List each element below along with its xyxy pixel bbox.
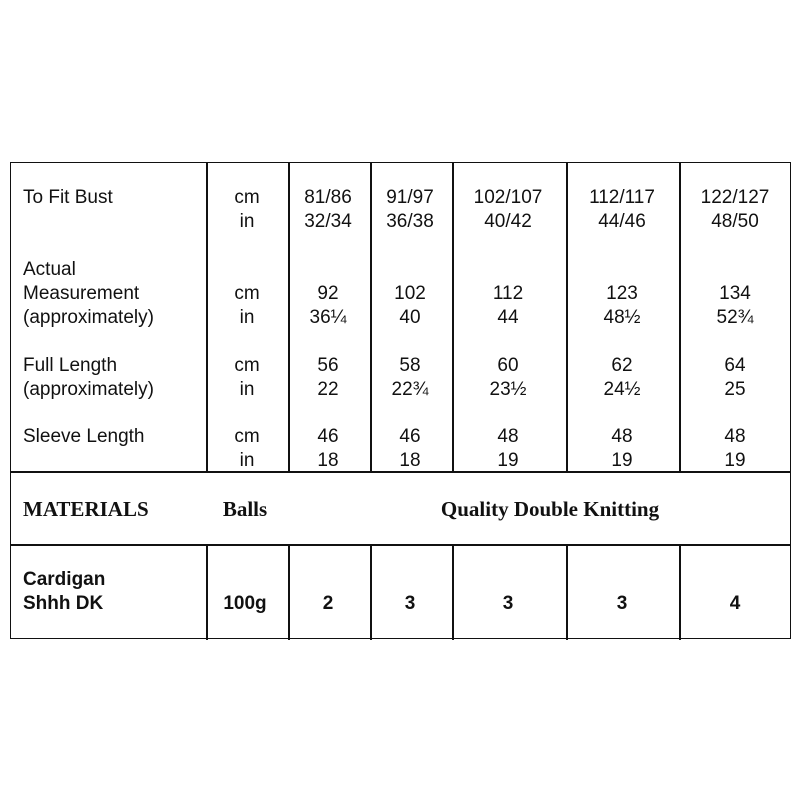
unit-in: in [239, 211, 255, 232]
cell-cm: 123 [606, 283, 638, 304]
cell-in: 24½ [603, 379, 641, 400]
cell-cm: 62 [611, 355, 633, 376]
divider [288, 162, 290, 472]
cell-cm: 81/86 [304, 187, 352, 208]
divider [679, 545, 681, 640]
cell-in: 36/38 [386, 211, 434, 232]
cell-cm: 48 [611, 426, 633, 447]
cell-cm: 58 [399, 355, 421, 376]
ball-count: 2 [322, 593, 334, 614]
divider [206, 545, 208, 640]
divider [206, 162, 208, 472]
cell-cm: 48 [724, 426, 746, 447]
row-label: (approximately) [23, 379, 154, 400]
unit-cm: cm [234, 187, 260, 208]
divider [679, 162, 681, 472]
row-label: Sleeve Length [23, 426, 145, 447]
row-label: (approximately) [23, 307, 154, 328]
cell-cm: 48 [497, 426, 519, 447]
divider [370, 545, 372, 640]
yarn-label: Cardigan [23, 569, 106, 590]
quality-heading: Quality Double Knitting [440, 497, 660, 521]
cell-in: 36¼ [309, 307, 347, 328]
cell-cm: 112 [492, 283, 524, 304]
cell-in: 44 [497, 307, 519, 328]
row-label: Measurement [23, 283, 140, 304]
cell-in: 22¾ [391, 379, 429, 400]
cell-cm: 64 [724, 355, 746, 376]
divider [10, 471, 791, 473]
divider [370, 162, 372, 472]
cell-cm: 102/107 [473, 187, 543, 208]
cell-cm: 60 [497, 355, 519, 376]
cell-cm: 91/97 [386, 187, 434, 208]
cell-in: 19 [611, 450, 633, 471]
cell-in: 19 [724, 450, 746, 471]
materials-heading: MATERIALS [23, 497, 149, 521]
unit-in: in [239, 450, 255, 471]
row-label: Full Length [23, 355, 118, 376]
cell-in: 40/42 [484, 211, 532, 232]
row-label: To Fit Bust [23, 187, 113, 208]
unit-cm: cm [234, 426, 260, 447]
ball-count: 3 [404, 593, 416, 614]
cell-cm: 122/127 [700, 187, 770, 208]
cell-in: 44/46 [598, 211, 646, 232]
cell-in: 32/34 [304, 211, 352, 232]
divider [566, 545, 568, 640]
ball-count: 4 [729, 593, 741, 614]
cell-in: 19 [497, 450, 519, 471]
cell-in: 48/50 [711, 211, 759, 232]
cell-in: 40 [399, 307, 421, 328]
cell-in: 25 [724, 379, 746, 400]
yarn-weight: 100g [223, 593, 267, 614]
unit-cm: cm [234, 283, 260, 304]
ball-count: 3 [502, 593, 514, 614]
divider [288, 545, 290, 640]
divider [452, 162, 454, 472]
divider [10, 544, 791, 546]
unit-in: in [239, 307, 255, 328]
divider [566, 162, 568, 472]
cell-cm: 102 [394, 283, 426, 304]
cell-cm: 56 [317, 355, 339, 376]
cell-in: 48½ [603, 307, 641, 328]
cell-cm: 92 [317, 283, 339, 304]
balls-heading: Balls [222, 497, 268, 521]
cell-cm: 134 [719, 283, 751, 304]
size-table [10, 162, 791, 639]
unit-in: in [239, 379, 255, 400]
ball-count: 3 [616, 593, 628, 614]
divider [452, 545, 454, 640]
cell-in: 18 [317, 450, 339, 471]
row-label: Actual [23, 259, 76, 280]
unit-cm: cm [234, 355, 260, 376]
cell-cm: 112/117 [589, 187, 655, 208]
yarn-label: Shhh DK [23, 593, 104, 614]
cell-cm: 46 [317, 426, 339, 447]
cell-in: 18 [399, 450, 421, 471]
cell-cm: 46 [399, 426, 421, 447]
cell-in: 23½ [489, 379, 527, 400]
cell-in: 22 [317, 379, 339, 400]
cell-in: 52¾ [716, 307, 754, 328]
